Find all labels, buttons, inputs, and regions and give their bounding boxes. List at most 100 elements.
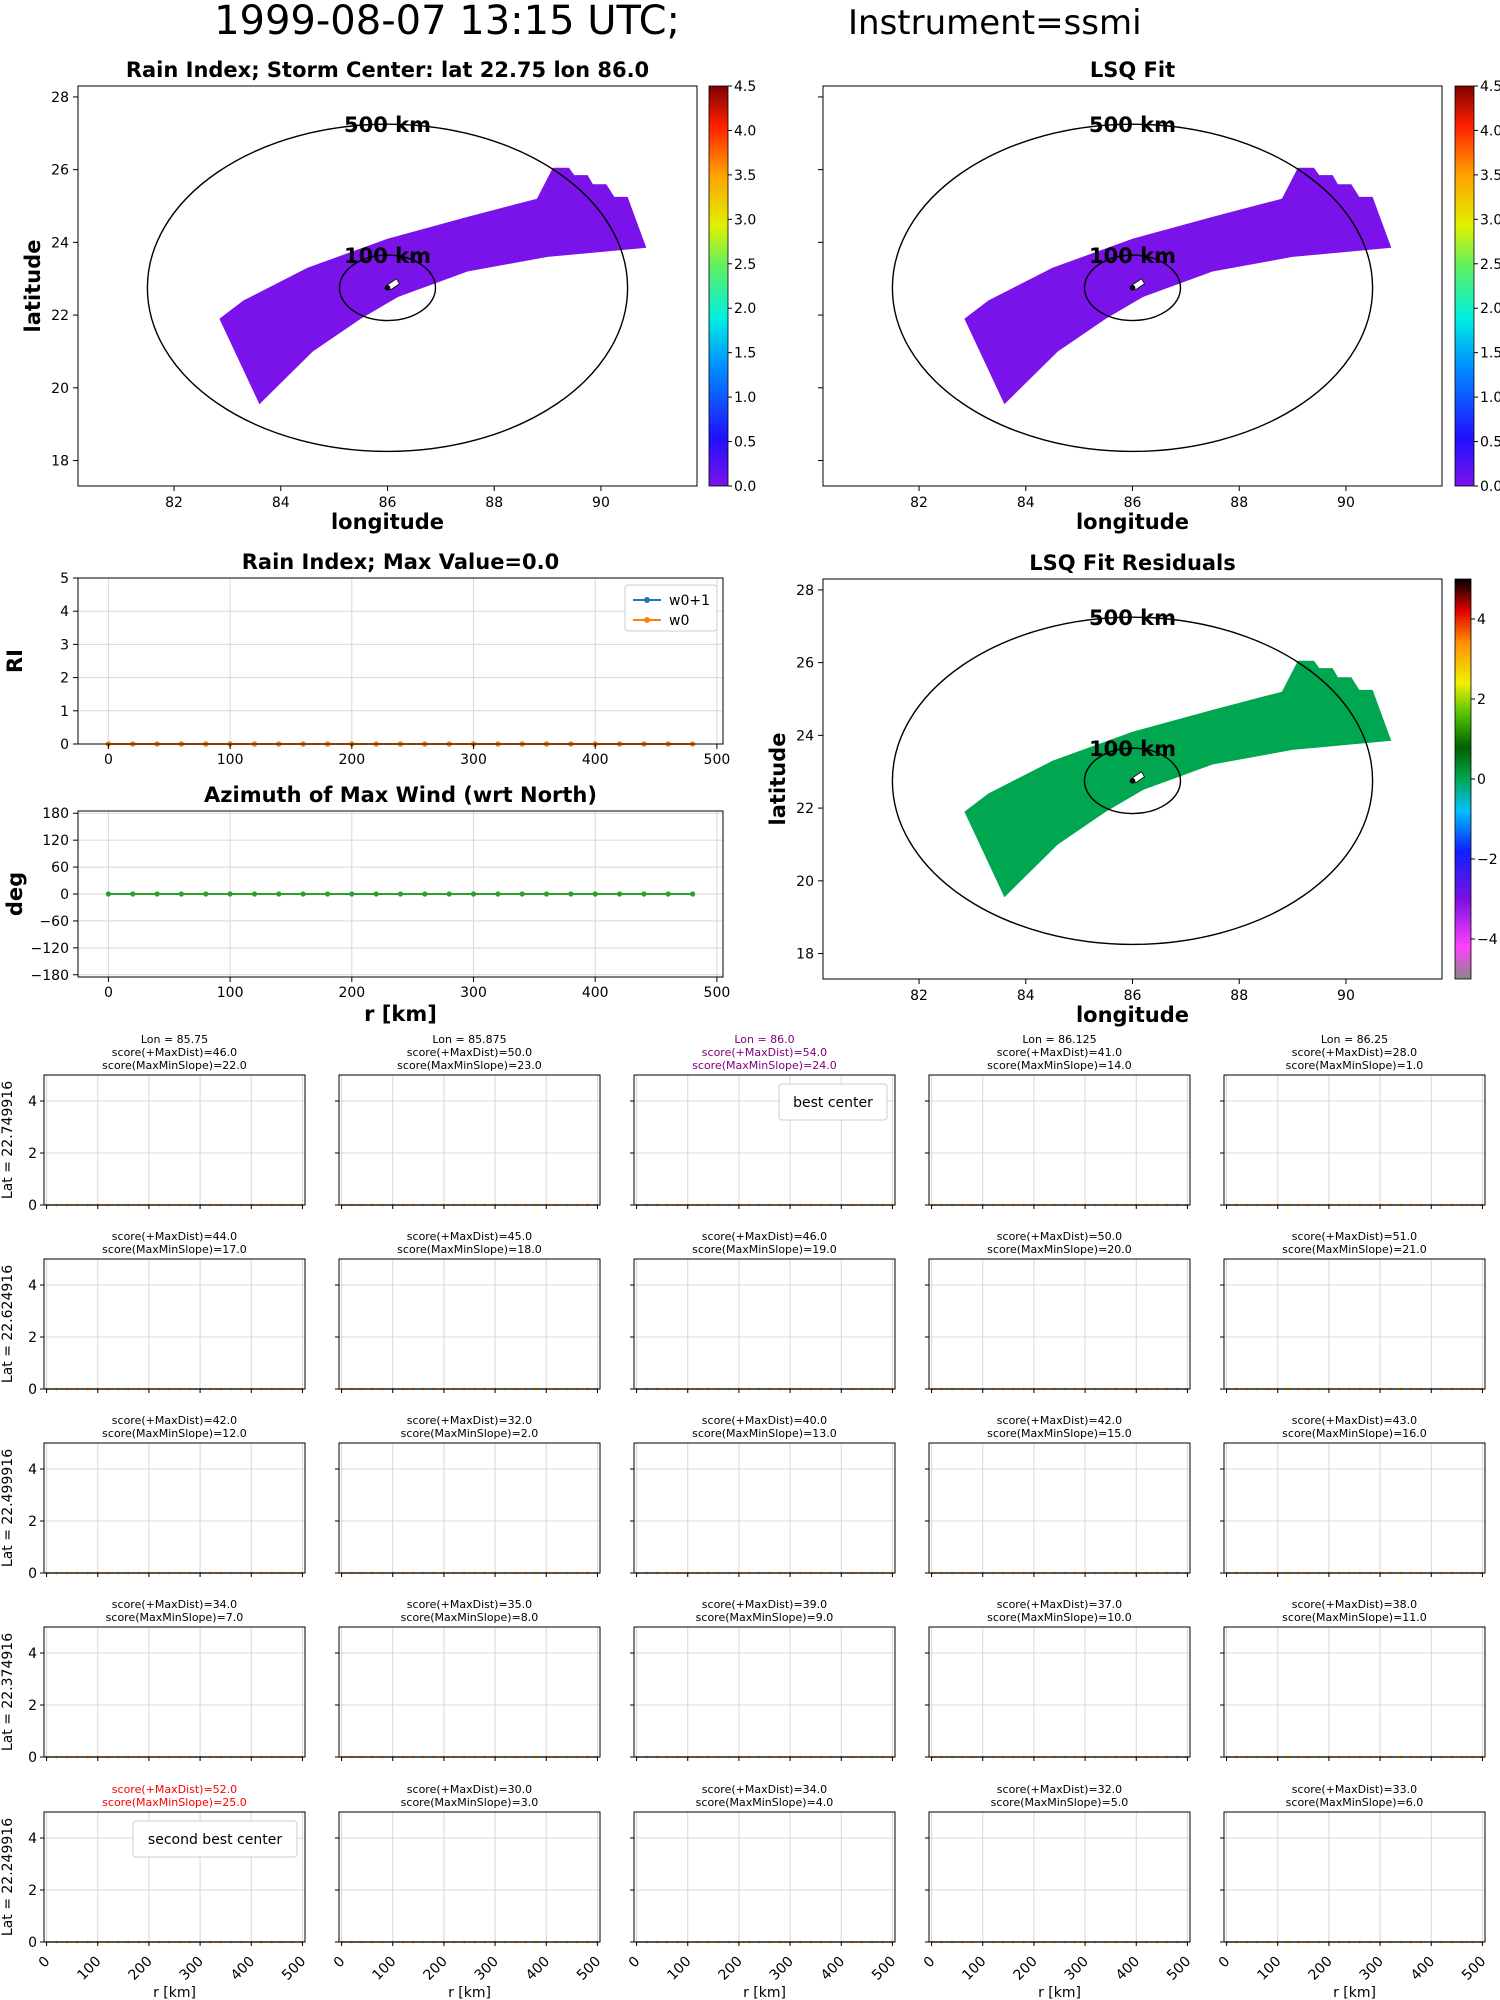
data-point (592, 891, 598, 897)
panel-score-maxdist: score(+MaxDist)=32.0 (997, 1783, 1122, 1796)
x-tick-label: 82 (165, 495, 183, 511)
x-tick-label: 0 (626, 1954, 644, 1972)
range-ring-label: 500 km (344, 113, 431, 137)
x-tick-label: 300 (1062, 1954, 1092, 1984)
data-point (227, 891, 233, 897)
grid-panel: score(+MaxDist)=51.0score(MaxMinSlope)=2… (1220, 1230, 1486, 1393)
data-point (519, 891, 525, 897)
azimuth-max-wind-profile: Azimuth of Max Wind (wrt North) 0 100 200 30… (3, 783, 730, 1026)
panel-score-maxdist: score(+MaxDist)=52.0 (112, 1783, 237, 1796)
x-tick-label: 90 (592, 495, 610, 511)
colorbar-tick-label: 0.0 (734, 479, 756, 495)
colorbar-tick-label: 1.5 (734, 346, 756, 362)
axes-frame (43, 1626, 306, 1758)
colorbar-tick-label: 3.0 (734, 212, 756, 228)
panel-score-slope: score(MaxMinSlope)=8.0 (401, 1611, 539, 1624)
axes-frame (338, 1626, 601, 1758)
x-axis-label: r [km] (743, 1985, 786, 2000)
range-ring-label: 100 km (1089, 244, 1176, 268)
grid-panel: score(+MaxDist)=32.0score(MaxMinSlope)=5… (921, 1783, 1195, 2000)
axes-frame (633, 1626, 896, 1758)
data-point (130, 891, 136, 897)
x-tick-label: 100 (959, 1954, 989, 1984)
x-tick-label: 400 (818, 1954, 848, 1984)
data-point (373, 891, 379, 897)
data-point (543, 891, 550, 897)
panel-score-slope: score(MaxMinSlope)=13.0 (692, 1427, 837, 1440)
y-tick-label: 28 (796, 583, 814, 599)
grid-panel: score(+MaxDist)=43.0score(MaxMinSlope)=1… (1220, 1414, 1486, 1577)
x-tick-label: 300 (767, 1954, 797, 1984)
grid-panel: score(+MaxDist)=32.0score(MaxMinSlope)=2… (335, 1414, 601, 1577)
x-axis-label: r [km] (153, 1985, 196, 2000)
panel-lon-label: Lon = 85.75 (141, 1033, 208, 1046)
legend-marker (644, 617, 650, 623)
colorbar (1454, 578, 1472, 980)
x-tick-label: 400 (582, 752, 609, 768)
x-tick-label: 100 (369, 1954, 399, 1984)
y-tick-label: 4 (60, 604, 69, 620)
x-tick-label: 200 (338, 752, 365, 768)
range-ring-label: 100 km (1089, 737, 1176, 761)
panel-score-slope: score(MaxMinSlope)=17.0 (102, 1243, 247, 1256)
colorbar-tick-label: 1.0 (734, 390, 756, 406)
panel-score-maxdist: score(+MaxDist)=39.0 (702, 1598, 827, 1611)
data-point (422, 891, 428, 897)
x-tick-label: 200 (1011, 1954, 1041, 1984)
legend-marker (644, 597, 650, 603)
x-tick-label: 500 (279, 1954, 309, 1984)
y-tick-label: 0 (28, 1198, 37, 1214)
data-point (349, 891, 355, 897)
y-tick-label: 180 (42, 806, 69, 822)
x-tick-label: 84 (1017, 495, 1035, 511)
y-tick-label: 0 (60, 737, 69, 753)
axes-frame (633, 1258, 896, 1390)
x-axis-label: r [km] (364, 1002, 437, 1026)
panel-score-slope: score(MaxMinSlope)=12.0 (102, 1427, 247, 1440)
colorbar-tick-label: 2.0 (1480, 301, 1500, 317)
colorbar-tick-label: 2.5 (1480, 257, 1500, 273)
y-tick-label: 28 (51, 90, 69, 106)
grid-panel: score(+MaxDist)=44.0score(MaxMinSlope)=1… (0, 1230, 306, 1398)
axes-frame (338, 1074, 601, 1206)
range-ring (146, 123, 629, 453)
panel-lon-label: Lon = 86.125 (1022, 1033, 1096, 1046)
grid-panel: Lon = 85.75score(+MaxDist)=46.0score(Max… (0, 1033, 306, 1214)
panel-score-maxdist: score(+MaxDist)=51.0 (1292, 1230, 1417, 1243)
x-tick-label: 88 (1230, 988, 1248, 1004)
x-tick-label: 86 (379, 495, 397, 511)
panel-score-maxdist: score(+MaxDist)=54.0 (702, 1046, 827, 1059)
x-tick-label: 500 (869, 1954, 899, 1984)
panel-score-slope: score(MaxMinSlope)=6.0 (1286, 1796, 1424, 1809)
map-title: Rain Index; Storm Center: lat 22.75 lon … (126, 58, 649, 82)
lsq-residuals-map: LSQ Fit Residuals 500 km 100 km 82 84 86 88 90 l… (766, 551, 1498, 1027)
grid-panel: score(+MaxDist)=37.0score(MaxMinSlope)=1… (925, 1598, 1191, 1761)
panel-score-slope: score(MaxMinSlope)=7.0 (106, 1611, 244, 1624)
y-tick-label: 60 (51, 860, 69, 876)
axes-frame (633, 1811, 896, 1943)
y-tick-label: 26 (51, 163, 69, 179)
panel-score-maxdist: score(+MaxDist)=34.0 (702, 1783, 827, 1796)
y-tick-label: 2 (28, 1514, 37, 1530)
grid-panel: Lon = 85.875score(+MaxDist)=50.0score(Ma… (335, 1033, 601, 1209)
grid-panel: score(+MaxDist)=52.0score(MaxMinSlope)=2… (0, 1783, 309, 2000)
y-axis-label: deg (3, 872, 27, 916)
panel-score-slope: score(MaxMinSlope)=19.0 (692, 1243, 837, 1256)
x-tick-label: 400 (228, 1954, 258, 1984)
rain-swath (964, 660, 1392, 898)
panel-score-maxdist: score(+MaxDist)=34.0 (112, 1598, 237, 1611)
center-search-grid: Lon = 85.75score(+MaxDist)=46.0score(Max… (0, 1033, 1489, 2000)
axes-frame (1223, 1626, 1486, 1758)
panel-lat-label: Lat = 22.374916 (0, 1633, 16, 1751)
axes-frame (928, 1074, 1191, 1206)
panel-score-maxdist: score(+MaxDist)=42.0 (112, 1414, 237, 1427)
y-tick-label: 26 (796, 656, 814, 672)
x-tick-label: 100 (1254, 1954, 1284, 1984)
axes-frame (43, 1074, 306, 1206)
x-tick-label: 0 (36, 1954, 54, 1972)
y-tick-label: −120 (31, 941, 69, 957)
panel-score-maxdist: score(+MaxDist)=42.0 (997, 1414, 1122, 1427)
axes-frame (1223, 1258, 1486, 1390)
range-ring (338, 254, 437, 322)
x-tick-label: 300 (472, 1954, 502, 1984)
